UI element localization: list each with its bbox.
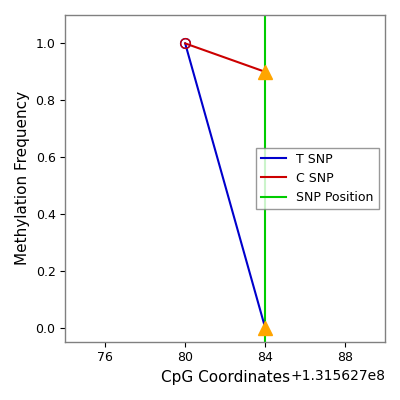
X-axis label: CpG Coordinates: CpG Coordinates	[160, 370, 290, 385]
Legend: T SNP, C SNP, SNP Position: T SNP, C SNP, SNP Position	[256, 148, 379, 209]
Y-axis label: Methylation Frequency: Methylation Frequency	[15, 91, 30, 266]
